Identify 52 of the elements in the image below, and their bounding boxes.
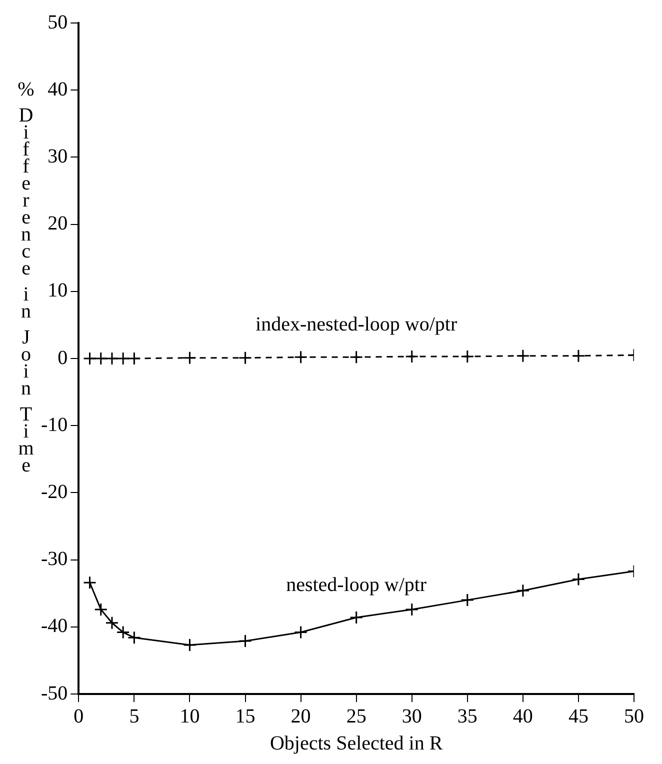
y-tick-label: 10 — [48, 280, 68, 302]
point — [83, 576, 97, 590]
point — [350, 610, 364, 624]
point — [516, 349, 530, 363]
x-tick-label: 45 — [568, 705, 588, 728]
point — [238, 634, 252, 648]
point — [516, 584, 530, 598]
point — [238, 351, 252, 365]
text: % Difference in Join Time — [18, 78, 34, 476]
x-tick-label: 25 — [346, 705, 366, 728]
y-tick-label: 30 — [48, 145, 68, 168]
x-tick-label: 30 — [402, 705, 422, 728]
y-tick-label: 40 — [48, 78, 68, 100]
x-tick-label: 0 — [74, 705, 84, 728]
point — [572, 349, 586, 363]
point — [405, 602, 419, 616]
point — [460, 593, 474, 607]
point — [127, 352, 141, 366]
point — [350, 350, 364, 364]
point — [460, 350, 474, 364]
y-tick-label: 50 — [48, 11, 68, 34]
point — [116, 352, 130, 366]
point — [94, 352, 108, 366]
x-tick-label: 20 — [290, 705, 311, 728]
point — [105, 352, 119, 366]
y-tick-label: -30 — [40, 548, 68, 570]
x-tick-label: 15 — [235, 705, 256, 728]
y-tick-label: -20 — [40, 480, 68, 503]
x-tick-label: 5 — [129, 705, 140, 728]
point — [572, 572, 586, 586]
y-tick-label: 0 — [58, 346, 68, 369]
series-label: index-nested-loop wo/ptr — [256, 313, 458, 336]
point — [294, 350, 308, 364]
point — [105, 616, 119, 630]
x-tick-label: 50 — [624, 705, 644, 728]
point — [294, 626, 308, 640]
x-tick-label: 10 — [180, 705, 200, 728]
y-tick-label: -40 — [40, 615, 68, 638]
y-tick-label: 20 — [48, 212, 68, 235]
point — [405, 350, 419, 364]
point — [182, 638, 196, 652]
x-tick-label: 35 — [457, 705, 478, 728]
x-axis-title: Objects Selected in R — [270, 732, 444, 754]
point — [127, 630, 141, 644]
point — [182, 351, 196, 365]
series-label: nested-loop w/ptr — [286, 574, 427, 596]
y-tick-label: -10 — [40, 414, 68, 436]
point — [116, 626, 130, 640]
point — [83, 352, 97, 366]
x-tick-label: 40 — [512, 705, 533, 728]
point — [94, 602, 108, 616]
y-tick-label: -50 — [40, 682, 68, 704]
